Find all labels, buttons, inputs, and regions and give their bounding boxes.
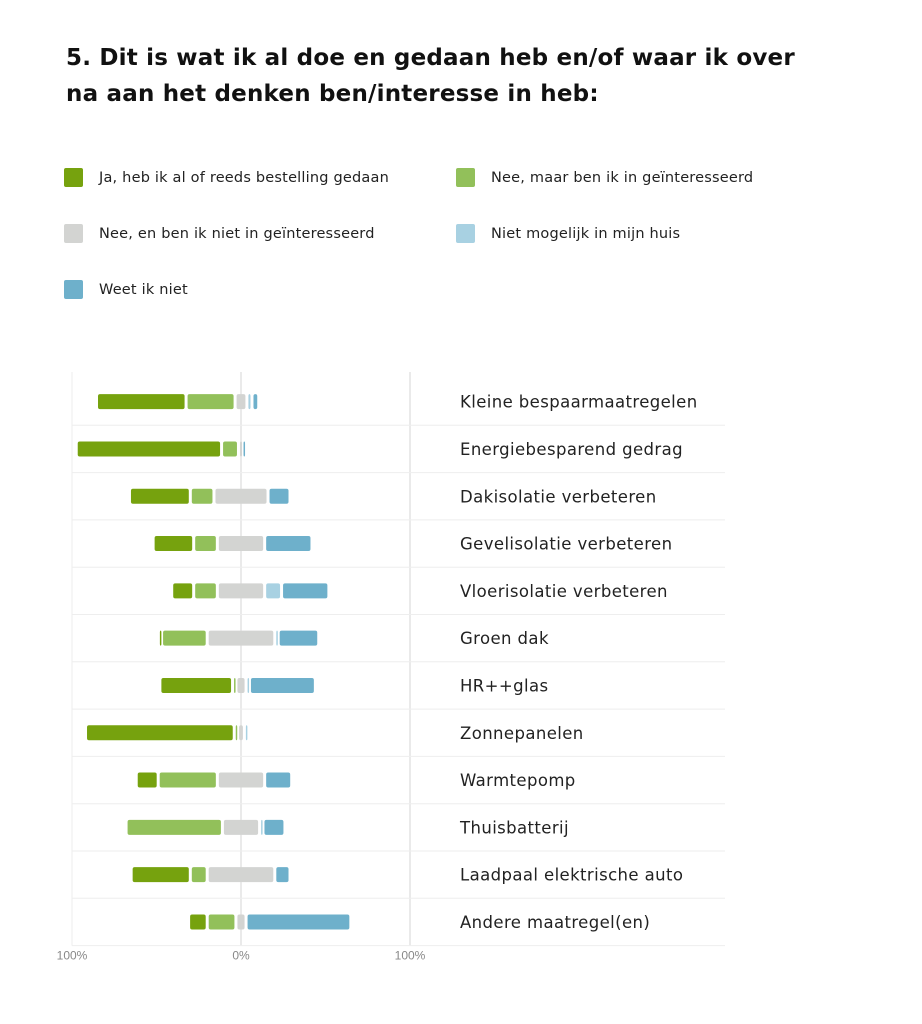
bar-segment-2 (208, 914, 235, 930)
category-label: Laadpaal elektrische auto (460, 866, 683, 885)
bar-segment-1 (154, 536, 193, 552)
category-label: HR++glas (460, 676, 549, 695)
category-label: Andere maatregel(en) (460, 913, 650, 932)
bar-segment-3 (208, 867, 274, 883)
legend-swatch-nee-interesse (456, 168, 475, 187)
bar-segment-3 (236, 394, 246, 410)
bar-segment-4 (276, 630, 278, 646)
bar-segment-5 (253, 394, 258, 410)
bar-segment-5 (243, 441, 246, 457)
bar-segment-2 (223, 441, 237, 457)
bar-segment-5 (269, 488, 289, 504)
legend-label: Niet mogelijk in mijn huis (491, 225, 681, 242)
bar-segment-1 (77, 441, 221, 457)
bar-segment-1 (137, 772, 157, 788)
bar-segment-2 (187, 394, 234, 410)
bar-segment-5 (247, 914, 350, 930)
legend-swatch-niet-interesse (64, 224, 83, 243)
bar-segment-3 (237, 914, 245, 930)
category-label: Groen dak (460, 629, 549, 648)
bar-segment-1 (159, 630, 162, 646)
bar-segment-3 (218, 583, 264, 599)
x-tick-label: 0% (232, 949, 250, 963)
bar-segment-4 (245, 725, 248, 741)
bar-segment-3 (218, 772, 264, 788)
bar-segment-3 (223, 819, 259, 835)
bar-segment-2 (191, 867, 206, 883)
bar-segment-2 (235, 725, 238, 741)
bar-segment-2 (163, 630, 206, 646)
legend-item-ja[interactable]: Ja, heb ik al of reeds bestelling gedaan (64, 168, 389, 187)
legend-label: Nee, en ben ik niet in geïnteresseerd (99, 225, 375, 242)
x-tick-label: 100% (395, 949, 426, 963)
legend-item-nee-interesse[interactable]: Nee, maar ben ik in geïnteresseerd (456, 168, 753, 187)
bar-segment-2 (195, 583, 216, 599)
legend-swatch-niet-mogelijk (456, 224, 475, 243)
bar-segment-5 (279, 630, 318, 646)
legend-item-niet-interesse[interactable]: Nee, en ben ik niet in geïnteresseerd (64, 224, 375, 243)
chart-title: 5. Dit is wat ik al doe en gedaan heb en… (66, 45, 795, 107)
bar-segment-1 (87, 725, 233, 741)
bar-segment-4 (247, 677, 250, 693)
bar-segment-1 (132, 867, 189, 883)
legend-label: Weet ik niet (99, 281, 188, 298)
category-label: Warmtepomp (460, 771, 576, 790)
category-label: Kleine bespaarmaatregelen (460, 393, 698, 412)
bar-segment-4 (261, 819, 263, 835)
bar-segment-3 (208, 630, 274, 646)
x-tick-label: 100% (57, 949, 88, 963)
legend-item-niet-mogelijk[interactable]: Niet mogelijk in mijn huis (456, 224, 680, 243)
legend-label: Nee, maar ben ik in geïnteresseerd (491, 169, 754, 186)
legend-swatch-ja (64, 168, 83, 187)
bar-segment-5 (264, 819, 284, 835)
bar-segment-1 (161, 677, 232, 693)
bar-segment-1 (173, 583, 193, 599)
category-label: Energiebesparend gedrag (460, 440, 683, 459)
bar-segment-2 (191, 488, 213, 504)
bar-segment-3 (239, 725, 243, 741)
category-label: Thuisbatterij (459, 818, 569, 837)
bar-segment-2 (195, 536, 216, 552)
bar-segment-5 (266, 772, 291, 788)
category-label: Dakisolatie verbeteren (460, 487, 657, 506)
bar-segment-3 (218, 536, 264, 552)
bar-segment-4 (248, 394, 251, 410)
bar-segment-1 (190, 914, 206, 930)
bar-segment-1 (130, 488, 189, 504)
legend-item-weet-niet[interactable]: Weet ik niet (64, 280, 188, 299)
legend-swatch-weet-niet (64, 280, 83, 299)
bar-segment-2 (159, 772, 216, 788)
bar-segment-5 (250, 677, 314, 693)
bar-segment-3 (239, 441, 243, 457)
legend-label: Ja, heb ik al of reeds bestelling gedaan (99, 169, 389, 186)
bar-segment-2 (234, 677, 236, 693)
bar-segment-5 (276, 867, 289, 883)
bar-segment-3 (237, 677, 245, 693)
bar-segment-1 (98, 394, 185, 410)
category-label: Vloerisolatie verbeteren (460, 582, 668, 601)
bar-segment-4 (266, 583, 281, 599)
category-label: Gevelisolatie verbeteren (460, 535, 672, 554)
bar-segment-2 (127, 819, 221, 835)
bar-segment-5 (266, 536, 311, 552)
category-label: Zonnepanelen (460, 724, 584, 743)
bar-segment-5 (283, 583, 328, 599)
bar-segment-3 (215, 488, 267, 504)
